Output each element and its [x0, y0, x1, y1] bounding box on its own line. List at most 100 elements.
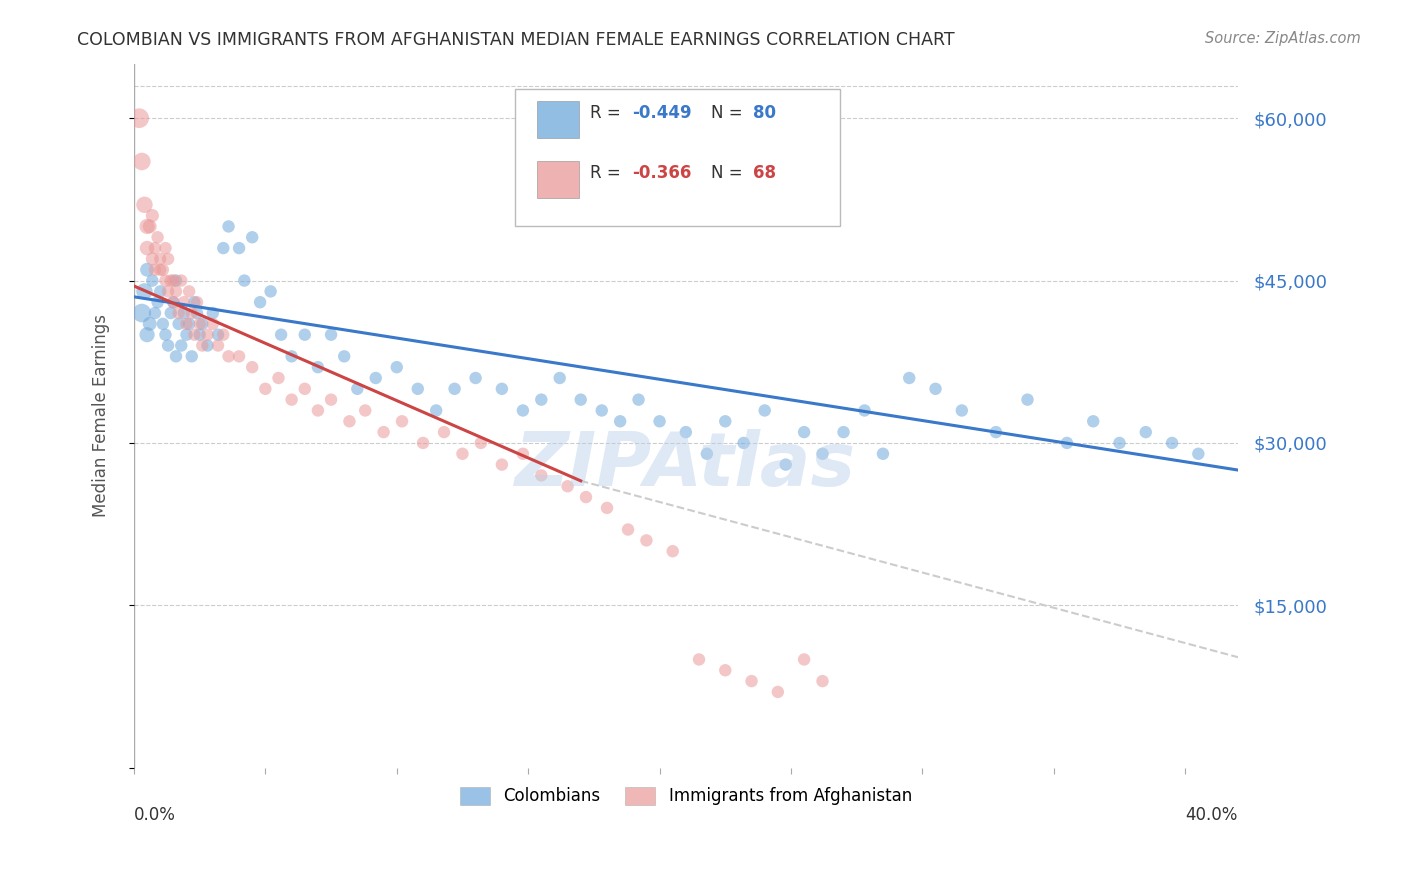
Point — [149, 285, 172, 299]
Point — [267, 371, 290, 385]
Point — [425, 403, 447, 417]
Point — [141, 274, 163, 288]
Point — [141, 252, 163, 266]
Point — [741, 674, 763, 689]
Point — [688, 652, 710, 666]
Point — [170, 338, 193, 352]
Point — [412, 436, 434, 450]
Point — [1108, 436, 1130, 450]
Point — [157, 252, 180, 266]
Point — [754, 403, 776, 417]
Point — [179, 317, 201, 331]
Point — [240, 230, 263, 244]
Point — [183, 295, 205, 310]
Point — [152, 317, 174, 331]
Point — [714, 414, 737, 428]
Point — [180, 306, 202, 320]
Point — [165, 349, 187, 363]
Point — [218, 349, 240, 363]
Point — [254, 382, 277, 396]
Point — [569, 392, 592, 407]
Point — [186, 306, 208, 320]
Point — [811, 674, 834, 689]
Point — [183, 327, 205, 342]
Point — [152, 262, 174, 277]
Point — [157, 338, 180, 352]
Point — [924, 382, 946, 396]
Point — [134, 285, 156, 299]
Point — [354, 403, 377, 417]
Point — [136, 327, 159, 342]
Point — [155, 274, 177, 288]
Point — [212, 327, 235, 342]
Point — [1187, 447, 1209, 461]
Point — [675, 425, 697, 439]
Point — [280, 349, 302, 363]
Text: -0.366: -0.366 — [631, 164, 692, 182]
Text: R =: R = — [591, 104, 626, 122]
Point — [648, 414, 671, 428]
Point — [138, 317, 160, 331]
Point — [811, 447, 834, 461]
Point — [165, 274, 187, 288]
Point — [1083, 414, 1105, 428]
Point — [609, 414, 631, 428]
Point — [596, 500, 619, 515]
Text: -0.449: -0.449 — [631, 104, 692, 122]
Point — [307, 403, 329, 417]
Point — [207, 327, 229, 342]
Point — [548, 371, 571, 385]
Point — [270, 327, 292, 342]
Point — [233, 274, 256, 288]
Text: 68: 68 — [754, 164, 776, 182]
Point — [188, 317, 211, 331]
Point — [149, 262, 172, 277]
Point — [201, 306, 224, 320]
Point — [491, 458, 513, 472]
Point — [146, 230, 169, 244]
Point — [173, 295, 195, 310]
Point — [832, 425, 855, 439]
Text: R =: R = — [591, 164, 626, 182]
Point — [228, 241, 250, 255]
Point — [1056, 436, 1078, 450]
Point — [319, 327, 342, 342]
Point — [136, 241, 159, 255]
Point — [872, 447, 894, 461]
Point — [188, 327, 211, 342]
Point — [259, 285, 281, 299]
Point — [491, 382, 513, 396]
Point — [180, 349, 202, 363]
Point — [793, 652, 815, 666]
Legend: Colombians, Immigrants from Afghanistan: Colombians, Immigrants from Afghanistan — [453, 780, 918, 812]
Point — [162, 274, 184, 288]
Point — [333, 349, 356, 363]
Point — [191, 317, 214, 331]
Point — [240, 360, 263, 375]
Point — [146, 295, 169, 310]
Text: N =: N = — [711, 164, 748, 182]
Point — [636, 533, 658, 548]
Point — [464, 371, 486, 385]
Point — [136, 262, 159, 277]
Point — [201, 317, 224, 331]
Point — [984, 425, 1007, 439]
Point — [470, 436, 492, 450]
Point — [530, 392, 553, 407]
Point — [173, 306, 195, 320]
Text: 40.0%: 40.0% — [1185, 806, 1237, 824]
Point — [385, 360, 408, 375]
Point — [339, 414, 361, 428]
Point — [294, 327, 316, 342]
Text: COLOMBIAN VS IMMIGRANTS FROM AFGHANISTAN MEDIAN FEMALE EARNINGS CORRELATION CHAR: COLOMBIAN VS IMMIGRANTS FROM AFGHANISTAN… — [77, 31, 955, 49]
Point — [176, 317, 198, 331]
Point — [179, 285, 201, 299]
Point — [443, 382, 465, 396]
Point — [364, 371, 387, 385]
Point — [128, 111, 150, 125]
Point — [167, 317, 190, 331]
Point — [1017, 392, 1039, 407]
Text: ZIPAtlas: ZIPAtlas — [515, 429, 856, 501]
Point — [696, 447, 718, 461]
Point — [159, 274, 181, 288]
